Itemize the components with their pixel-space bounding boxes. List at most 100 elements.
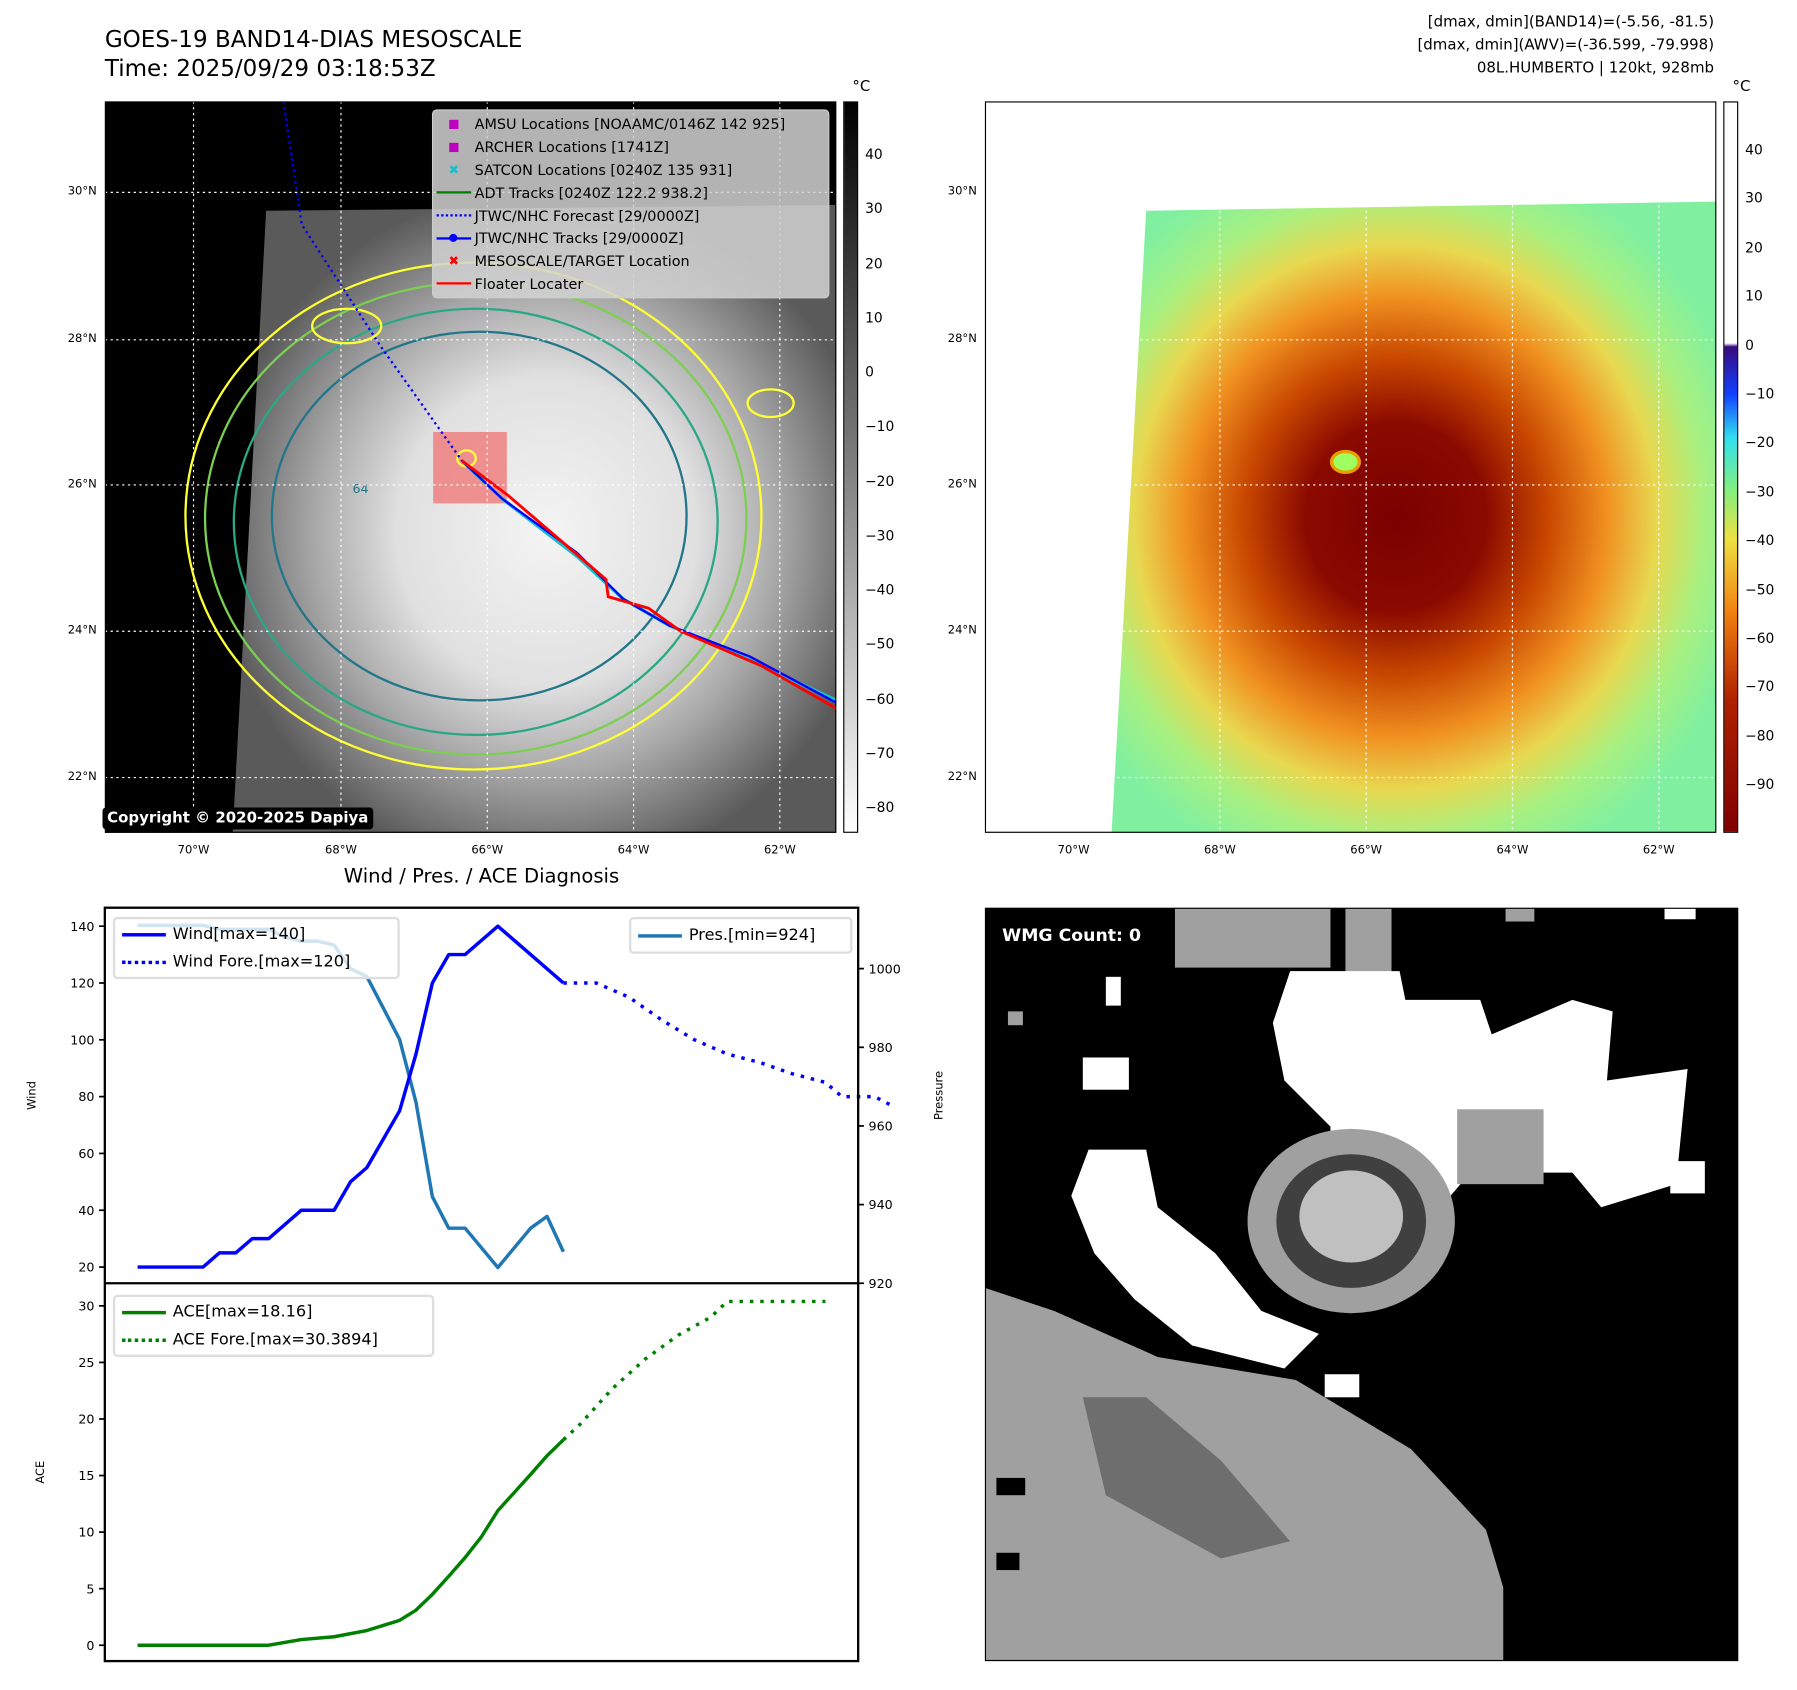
latitude-label: 28°N [947, 332, 977, 346]
line-icon [436, 191, 472, 194]
colorbar-tick-label: −60 [1745, 630, 1775, 647]
band14-range: [dmax, dmin](BAND14)=(-5.56, -81.5) [1427, 13, 1715, 32]
legend-item-satcon: ✖ SATCON Locations [0240Z 135 931] [433, 158, 828, 181]
copyright-label: Copyright © 2020-2025 Dapiya [102, 807, 374, 830]
colorbar-tick-label: −30 [865, 527, 895, 544]
wind-forecast-line [563, 981, 892, 1107]
floater-track [461, 459, 837, 710]
legend-item-ace-forecast: ACE Fore.[max=30.3894] [115, 1326, 432, 1354]
legend-item-pressure: Pres.[min=924] [631, 920, 850, 950]
storm-summary: 08L.HUMBERTO | 120kt, 928mb [1476, 59, 1715, 78]
colorbar-tick-label: −20 [865, 472, 895, 489]
colorbar-tick-label: 10 [1745, 288, 1763, 305]
stats-info: [dmax, dmin](BAND14)=(-5.56, -81.5) [dma… [1417, 12, 1714, 81]
square-marker-icon [449, 142, 459, 152]
map-legend: AMSU Locations [NOAAMC/0146Z 142 925] AR… [431, 109, 830, 299]
line-icon [122, 1310, 166, 1314]
colorbar-tick-label: −70 [1745, 678, 1775, 696]
wind-line [137, 924, 565, 1269]
y-tick-label: 5 [86, 1581, 94, 1596]
colorbar-unit: °C [1732, 78, 1751, 96]
y-tick-label: 60 [78, 1146, 94, 1161]
pressure-axis-label: Pressure [931, 1071, 945, 1120]
eye [1329, 449, 1361, 475]
awv-range: [dmax, dmin](AWV)=(-36.599, -79.998) [1417, 36, 1715, 55]
colorbar-tick-label: 0 [1745, 337, 1754, 354]
figure-time: Time: 2025/09/29 03:18:53Z [104, 54, 436, 82]
colorbar-tick-label: 30 [865, 200, 883, 217]
y2-tick-label: 980 [869, 1040, 893, 1055]
longitude-label: 70°W [1057, 844, 1090, 858]
colorbar-tick-label: 30 [1745, 190, 1763, 207]
colorbar-tick-label: −90 [1745, 776, 1775, 793]
y-tick-label: 80 [78, 1089, 94, 1104]
latitude-label: 26°N [947, 478, 977, 491]
dotted-line-icon [122, 1337, 166, 1342]
ir-colorbar [843, 101, 859, 833]
colorbar-tick-label: 20 [1745, 239, 1763, 256]
ace-line [137, 1438, 565, 1647]
longitude-label: 68°W [325, 844, 357, 858]
colorbar-tick-label: 10 [865, 309, 883, 326]
colorbar-tick-label: −10 [865, 418, 895, 435]
colorbar-tick-label: 40 [865, 146, 883, 163]
y-tick-label: 0 [86, 1638, 94, 1653]
dotted-line-icon [436, 214, 472, 217]
latitude-label: 22°N [947, 770, 977, 784]
square-marker-icon [449, 119, 459, 129]
colorbar-tick-label: −20 [1745, 434, 1775, 451]
longitude-label: 62°W [1642, 844, 1675, 858]
y-tick-label: 15 [78, 1468, 94, 1483]
latitude-label: 26°N [67, 478, 97, 491]
colorbar-tick-label: −40 [1745, 532, 1775, 549]
longitude-label: 66°W [1350, 844, 1383, 858]
colorbar-tick-label: −50 [865, 636, 895, 653]
y-tick-label: 120 [70, 976, 94, 991]
awv-swath [1111, 201, 1717, 833]
longitude-label: 64°W [617, 844, 650, 858]
jtwc-track [461, 459, 837, 704]
y-tick-label: 140 [70, 919, 94, 934]
legend-item-ace: ACE[max=18.16] [115, 1298, 432, 1326]
ace-forecast-line [562, 1299, 826, 1442]
ace-legend: ACE[max=18.16] ACE Fore.[max=30.3894] [112, 1294, 435, 1357]
y2-tick-label: 960 [869, 1119, 893, 1134]
y-tick-label: 30 [78, 1298, 94, 1313]
colorbar-tick-label: −40 [865, 581, 895, 598]
y-tick-label: 25 [78, 1355, 94, 1370]
contour-label: 64 [352, 481, 368, 496]
latitude-label: 30°N [67, 185, 97, 199]
latitude-label: 28°N [67, 332, 97, 346]
colorbar-tick-label: −10 [1745, 385, 1775, 403]
figure-title: GOES-19 BAND14-DIAS MESOSCALE [104, 25, 523, 53]
latitude-label: 24°N [947, 624, 977, 638]
colorbar-tick-label: −70 [865, 745, 895, 762]
contour-teal [232, 307, 719, 737]
awv-map [984, 101, 1717, 833]
longitude-label: 70°W [177, 844, 210, 858]
ace-axis-label: ACE [33, 1461, 47, 1484]
longitude-label: 68°W [1203, 844, 1236, 858]
colorbar-tick-label: −80 [1745, 727, 1775, 744]
legend-item-floater: Floater Locater [433, 273, 828, 296]
line-icon [638, 933, 682, 938]
legend-item-amsu: AMSU Locations [NOAAMC/0146Z 142 925] [433, 113, 828, 136]
colorbar-tick-label: −60 [865, 690, 895, 707]
forecast-track [282, 101, 463, 462]
colorbar-tick-label: 0 [865, 364, 874, 381]
y-tick-label: 100 [70, 1032, 94, 1047]
awv-colorbar [1723, 101, 1739, 833]
colorbar-tick-label: −80 [865, 799, 895, 816]
diagnosis-chart: 20 40 60 80 100 120 140 920 940 960 980 1000 0 5 10 15 2… [25, 906, 945, 1663]
wind-axis-label: Wind [25, 1081, 39, 1110]
wmg-mask-panel [984, 907, 1739, 1662]
line-icon [436, 282, 472, 286]
y2-tick-label: 1000 [869, 961, 901, 976]
latitude-label: 24°N [67, 624, 97, 638]
y-tick-label: 20 [78, 1260, 94, 1275]
latitude-label: 30°N [947, 185, 977, 199]
legend-item-archer: ARCHER Locations [1741Z] [433, 136, 828, 159]
y-tick-label: 10 [78, 1525, 94, 1540]
y2-tick-label: 940 [869, 1197, 893, 1212]
colorbar-tick-label: −30 [1745, 483, 1775, 500]
